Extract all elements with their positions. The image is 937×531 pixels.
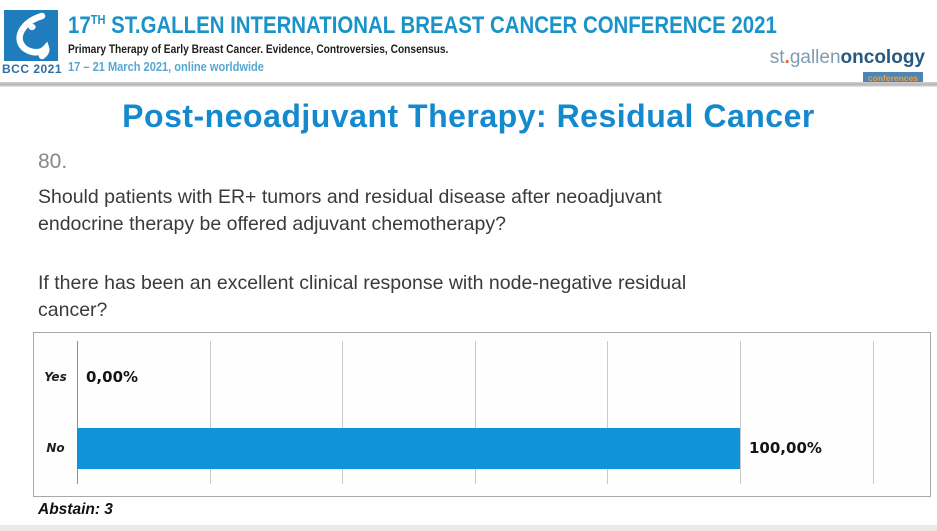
brand-conferences-badge: conferences xyxy=(862,72,923,84)
conference-title-ordinal: TH xyxy=(90,12,106,27)
abstain-label: Abstain: 3 xyxy=(38,501,113,518)
chart-row-no: No 100,00% xyxy=(34,413,930,485)
chart-row-yes: Yes 0,00% xyxy=(34,341,930,413)
gridline xyxy=(342,341,344,484)
header-text-block: 17TH ST.GALLEN INTERNATIONAL BREAST CANC… xyxy=(68,7,902,74)
gridline xyxy=(872,341,874,484)
y-axis-line xyxy=(77,341,78,484)
question-text: Should patients with ER+ tumors and resi… xyxy=(38,184,858,238)
swan-icon xyxy=(16,12,50,60)
brand-middle: gallen xyxy=(789,47,841,68)
conference-subtitle: Primary Therapy of Early Breast Cancer. … xyxy=(68,42,449,56)
conference-title-number: 17 xyxy=(68,12,91,39)
bcc-badge-label: BCC 2021 xyxy=(1,62,63,76)
brand-dot: . xyxy=(784,47,790,68)
question-line-1: Should patients with ER+ tumors and resi… xyxy=(38,186,662,208)
condition-line-2: cancer? xyxy=(38,299,108,321)
value-label-no: 100,00% xyxy=(749,439,822,458)
chart-plot: Yes 0,00% No 100,00% xyxy=(34,341,930,484)
bottom-strip xyxy=(0,525,937,531)
brand-prefix: st xyxy=(769,47,785,68)
gridline xyxy=(607,341,609,484)
bcc-logo xyxy=(4,10,58,61)
conference-date: 17 – 21 March 2021, online worldwide xyxy=(68,59,264,74)
category-label-yes: Yes xyxy=(44,369,67,384)
header-divider xyxy=(0,82,937,87)
conference-title-text: ST.GALLEN INTERNATIONAL BREAST CANCER CO… xyxy=(105,12,777,39)
page-title: Post-neoadjuvant Therapy: Residual Cance… xyxy=(122,98,815,134)
condition-text: If there has been an excellent clinical … xyxy=(38,270,858,324)
poll-results-chart: Yes 0,00% No 100,00% xyxy=(33,332,931,497)
brand-suffix: oncology xyxy=(840,47,925,68)
value-label-yes: 0,00% xyxy=(86,367,139,386)
condition-line-1: If there has been an excellent clinical … xyxy=(38,272,687,294)
stgallen-oncology-wordmark: st.gallenoncology xyxy=(770,48,925,68)
category-label-no: No xyxy=(46,441,65,456)
bar-area: 100,00% xyxy=(77,413,930,485)
bar-area: 0,00% xyxy=(77,341,930,413)
bar-no xyxy=(77,427,740,469)
gridline xyxy=(740,341,741,484)
question-number: 80. xyxy=(38,150,68,173)
gridline xyxy=(474,341,476,484)
gridline xyxy=(209,341,211,484)
stgallen-oncology-logo: st.gallenoncology conferences xyxy=(770,48,925,86)
conference-title: 17TH ST.GALLEN INTERNATIONAL BREAST CANC… xyxy=(68,7,777,39)
question-line-2: endocrine therapy be offered adjuvant ch… xyxy=(38,213,506,235)
